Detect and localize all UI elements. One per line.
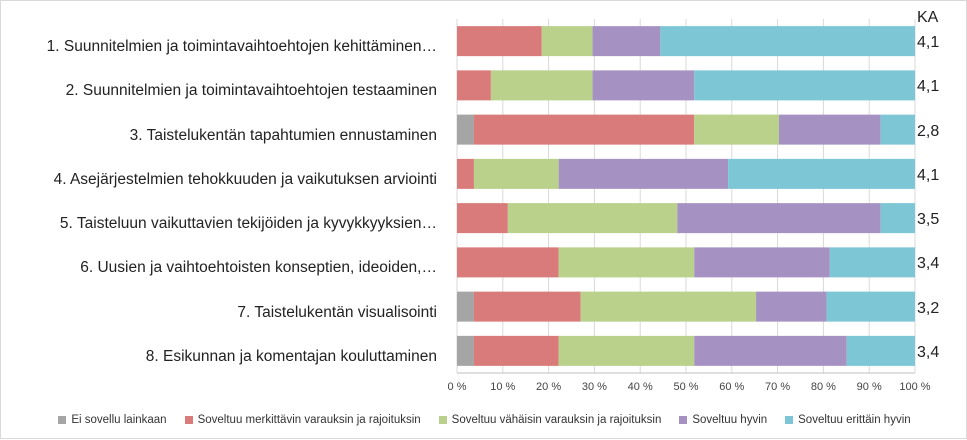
legend: Ei sovellu lainkaan Soveltuu merkittävin … (1, 414, 967, 426)
bar-segment (829, 247, 915, 278)
legend-label: Soveltuu merkittävin varauksin ja rajoit… (197, 414, 421, 426)
legend-item: Soveltuu hyvin (679, 414, 767, 426)
x-tick-label: 0 % (447, 381, 467, 393)
bar-segment (846, 335, 915, 366)
bar-segment (457, 247, 559, 278)
category-label: 3. Taistelukentän tapahtumien ennustamin… (129, 126, 437, 144)
legend-item: Soveltuu vähäisin varauksin ja rajoituks… (438, 414, 662, 426)
x-tick-label: 50 % (673, 381, 699, 393)
category-label: 8. Esikunnan ja komentajan kouluttaminen (145, 347, 437, 365)
bar-segment (507, 203, 678, 234)
legend-swatch (785, 416, 794, 424)
category-label: 5. Taisteluun vaikuttavien tekijöiden ja… (59, 215, 437, 233)
bar-segment (457, 203, 508, 234)
category-label: 6. Uusien ja vaihtoehtoisten konseptien,… (80, 259, 437, 277)
legend-swatch (184, 416, 193, 424)
bar-segment (694, 70, 915, 101)
bar-segment (457, 291, 474, 322)
category-label: 7. Taistelukentän visualisointi (237, 303, 437, 321)
category-label: 4. Asejärjestelmien tehokkuuden ja vaiku… (53, 170, 437, 188)
bar-segment (756, 291, 827, 322)
bar-segment (778, 114, 881, 145)
x-tick-label: 80 % (810, 381, 836, 393)
bar-segment (694, 114, 779, 145)
ka-value: 3,2 (917, 299, 940, 317)
bar-segment (457, 158, 474, 189)
bar-segment (694, 335, 847, 366)
bar-segment (880, 203, 915, 234)
bar-segment (541, 26, 593, 57)
bar-segment (457, 114, 474, 145)
legend-label: Soveltuu hyvin (692, 414, 768, 426)
legend-label: Soveltuu vähäisin varauksin ja rajoituks… (451, 414, 662, 426)
bar-segment (457, 70, 491, 101)
ka-header: KA (917, 9, 939, 26)
bar-segment (694, 247, 830, 278)
bar-segment (592, 70, 695, 101)
bar-segment (558, 247, 695, 278)
x-tick-label: 70 % (765, 381, 791, 393)
legend-swatch (679, 416, 688, 424)
bar-segment (473, 114, 695, 145)
legend-swatch (58, 416, 67, 424)
ka-value: 4,1 (917, 34, 940, 52)
bar-segment (880, 114, 915, 145)
ka-value: 4,1 (917, 166, 940, 184)
bar-segment (490, 70, 593, 101)
ka-value: 3,4 (917, 255, 940, 273)
legend-label: Soveltuu erittäin hyvin (798, 414, 911, 426)
bar-segment (558, 158, 729, 189)
bar-segment (457, 335, 474, 366)
ka-value: 4,1 (917, 78, 940, 96)
legend-item: Soveltuu merkittävin varauksin ja rajoit… (184, 414, 421, 426)
legend-label: Ei sovellu lainkaan (71, 414, 167, 426)
bar-segment (592, 26, 661, 57)
x-tick-label: 10 % (490, 381, 516, 393)
ka-value: 3,5 (917, 211, 940, 229)
bar-segment (558, 335, 695, 366)
x-tick-label: 60 % (719, 381, 745, 393)
legend-item: Ei sovellu lainkaan (58, 414, 167, 426)
category-label: 1. Suunnitelmien ja toimintavaihtoehtoje… (46, 38, 437, 56)
bar-segment (660, 26, 915, 57)
bar-segment (826, 291, 915, 322)
bar-segment (580, 291, 757, 322)
x-tick-label: 100 % (899, 381, 931, 393)
bar-segment (473, 335, 559, 366)
x-tick-label: 20 % (536, 381, 562, 393)
legend-item: Soveltuu erittäin hyvin (785, 414, 911, 426)
x-tick-label: 40 % (627, 381, 653, 393)
ka-value: 2,8 (917, 122, 940, 140)
bar-segment (457, 26, 542, 57)
bar-segment (473, 158, 559, 189)
bar-segment (677, 203, 881, 234)
legend-swatch (438, 416, 447, 424)
category-label: 2. Suunnitelmien ja toimintavaihtoehtoje… (65, 82, 437, 100)
x-tick-label: 90 % (856, 381, 882, 393)
ka-value: 3,4 (917, 343, 940, 361)
bar-segment (473, 291, 581, 322)
bar-segment (728, 158, 915, 189)
x-tick-label: 30 % (581, 381, 607, 393)
